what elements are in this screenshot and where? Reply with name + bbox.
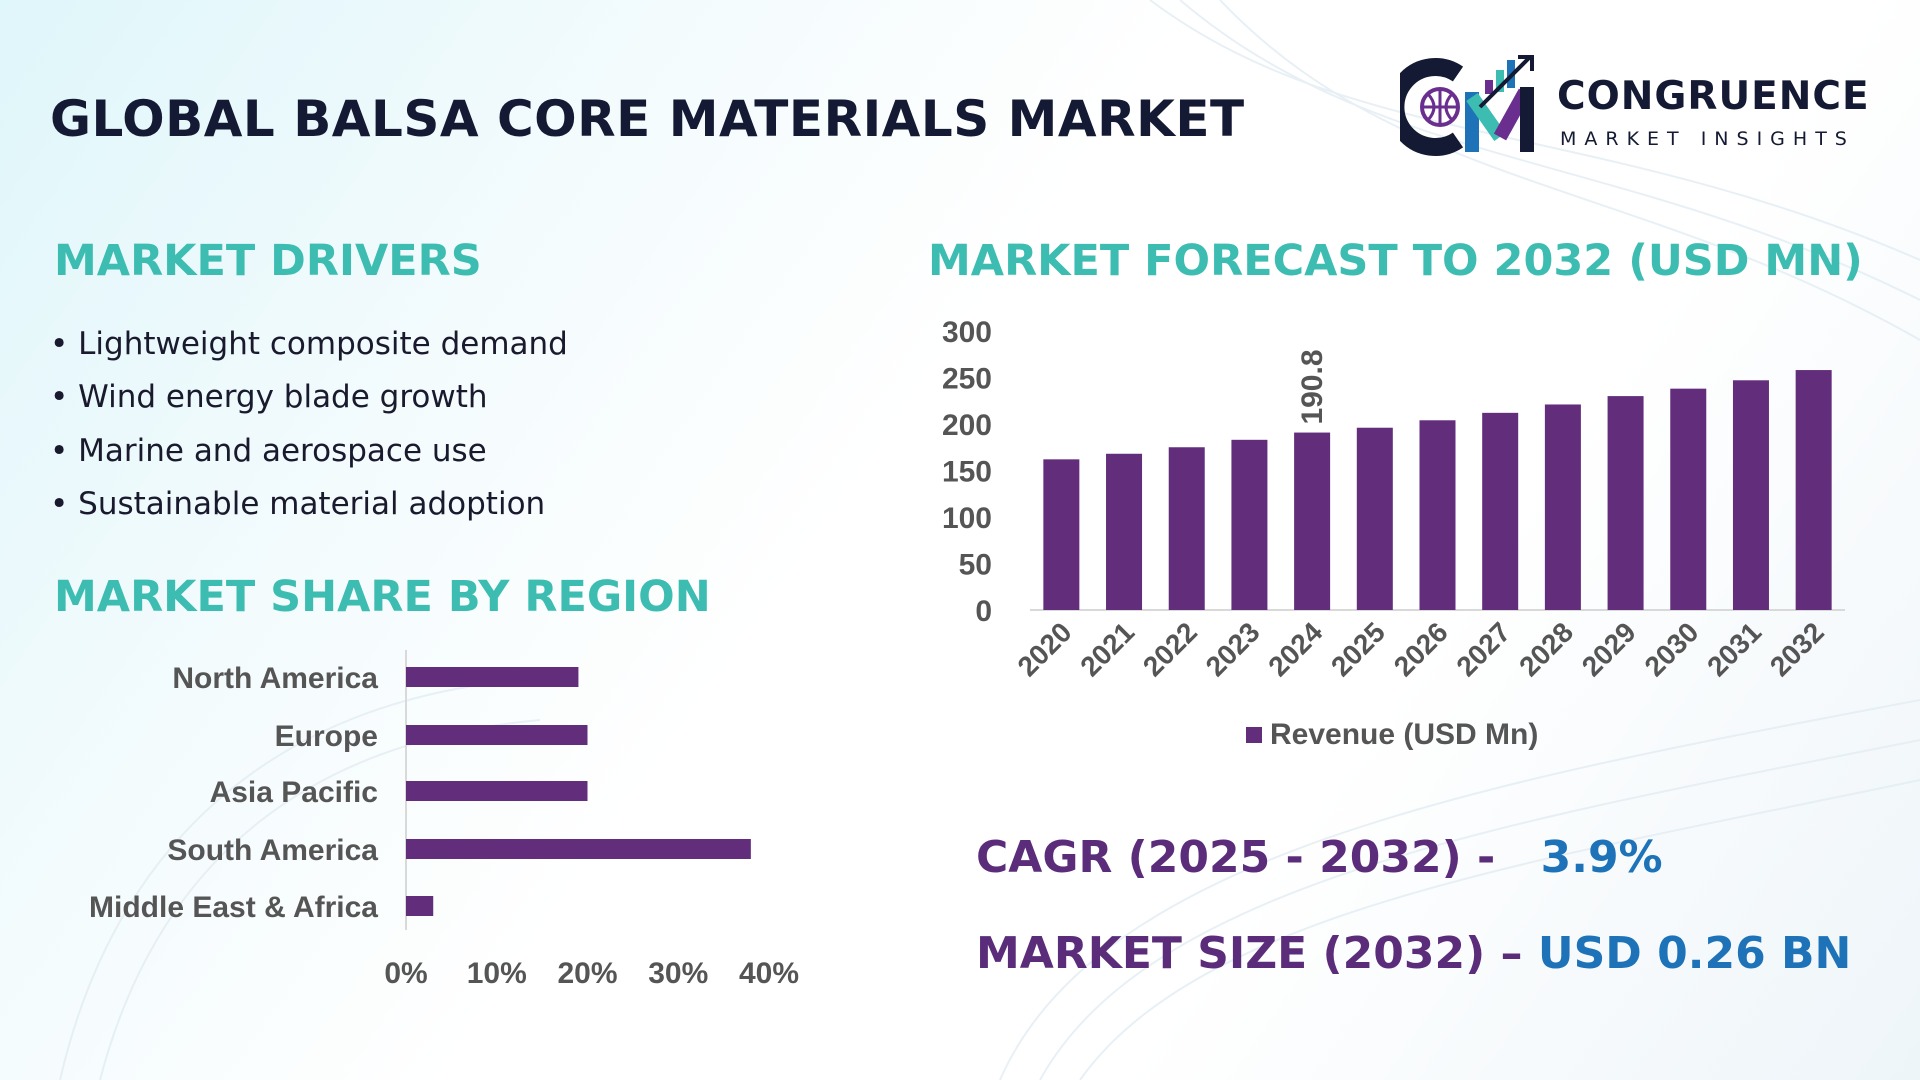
- driver-item: • Sustainable material adoption: [50, 486, 546, 522]
- cagr-kpi: CAGR (2025 - 2032) - 3.9%: [976, 832, 1663, 883]
- region-label: Europe: [275, 720, 378, 753]
- x-tick-label: 2022: [1137, 616, 1203, 682]
- y-tick-label: 50: [959, 549, 992, 582]
- driver-item: • Lightweight composite demand: [50, 326, 568, 362]
- x-tick-label: 40%: [739, 957, 799, 990]
- forecast-bar: [1607, 396, 1644, 610]
- logo-name: CONGRUENCE: [1557, 74, 1870, 119]
- logo-mark-icon: [1386, 55, 1534, 156]
- page-title: GLOBAL BALSA CORE MATERIALS MARKET: [50, 90, 1245, 148]
- driver-item: • Wind energy blade growth: [50, 379, 488, 415]
- region-share-chart: North America Europe Asia Pacific South Ame…: [89, 650, 799, 990]
- x-tick-label: 0%: [384, 957, 427, 990]
- cagr-value: 3.9%: [1540, 832, 1663, 883]
- x-tick-label: 2020: [1012, 616, 1078, 682]
- market-size-label: MARKET SIZE (2032) –: [976, 928, 1523, 979]
- forecast-bar: [1294, 432, 1331, 610]
- x-tick-label: 2027: [1450, 616, 1516, 682]
- forecast-bar: [1356, 427, 1393, 610]
- data-label: 190.8: [1296, 349, 1329, 424]
- market-size-value: USD 0.26 BN: [1537, 928, 1852, 979]
- forecast-bar: [1670, 388, 1707, 610]
- driver-text: Wind energy blade growth: [78, 379, 488, 415]
- y-tick-label: 200: [942, 409, 992, 442]
- driver-text: Lightweight composite demand: [78, 326, 568, 362]
- legend-swatch: [1246, 727, 1262, 743]
- forecast-bar: [1106, 453, 1143, 610]
- drivers-heading: MARKET DRIVERS: [54, 236, 482, 286]
- x-tick-label: 2024: [1262, 616, 1328, 682]
- x-tick-label: 2021: [1074, 616, 1140, 682]
- forecast-bar: [1043, 459, 1080, 610]
- x-tick-label: 10%: [467, 957, 527, 990]
- x-tick-label: 2025: [1325, 616, 1391, 682]
- x-tick-label: 2023: [1200, 616, 1266, 682]
- market-size-kpi: MARKET SIZE (2032) – USD 0.26 BN: [976, 928, 1851, 979]
- region-heading: MARKET SHARE BY REGION: [54, 572, 711, 622]
- forecast-bar: [1795, 370, 1832, 610]
- x-tick-label: 2026: [1388, 616, 1454, 682]
- x-tick-label: 20%: [557, 957, 617, 990]
- forecast-heading: MARKET FORECAST TO 2032 (USD MN): [928, 236, 1863, 286]
- x-tick-label: 2031: [1701, 616, 1767, 682]
- x-tick-label: 2030: [1639, 616, 1705, 682]
- region-label: Middle East & Africa: [89, 891, 378, 924]
- y-tick-label: 100: [942, 502, 992, 535]
- forecast-bar: [1732, 380, 1769, 610]
- forecast-bar: [1231, 439, 1268, 610]
- driver-text: Marine and aerospace use: [78, 433, 487, 469]
- y-tick-label: 0: [975, 595, 992, 628]
- region-bar: [406, 667, 579, 687]
- region-label: Asia Pacific: [210, 776, 378, 809]
- logo-tagline: MARKET INSIGHTS: [1560, 128, 1855, 150]
- y-tick-label: 300: [942, 316, 992, 349]
- forecast-bar: [1482, 412, 1519, 610]
- region-bar: [406, 896, 434, 916]
- forecast-bar: [1544, 404, 1581, 610]
- driver-text: Sustainable material adoption: [78, 486, 546, 522]
- y-tick-label: 250: [942, 363, 992, 396]
- cagr-label: CAGR (2025 - 2032) -: [976, 832, 1496, 883]
- logo: [1386, 52, 1545, 157]
- x-tick-label: 2028: [1513, 616, 1579, 682]
- legend-label: Revenue (USD Mn): [1270, 718, 1538, 751]
- y-tick-label: 150: [942, 456, 992, 489]
- x-tick-label: 2029: [1576, 616, 1642, 682]
- region-bar: [406, 781, 588, 801]
- region-bar: [406, 725, 588, 745]
- x-tick-label: 30%: [648, 957, 708, 990]
- forecast-bar: [1419, 420, 1456, 610]
- forecast-bar: [1168, 447, 1205, 610]
- x-tick-label: 2032: [1764, 616, 1830, 682]
- region-bar: [406, 839, 751, 859]
- region-label: South America: [167, 834, 378, 867]
- region-label: North America: [172, 662, 378, 695]
- driver-item: • Marine and aerospace use: [50, 433, 487, 469]
